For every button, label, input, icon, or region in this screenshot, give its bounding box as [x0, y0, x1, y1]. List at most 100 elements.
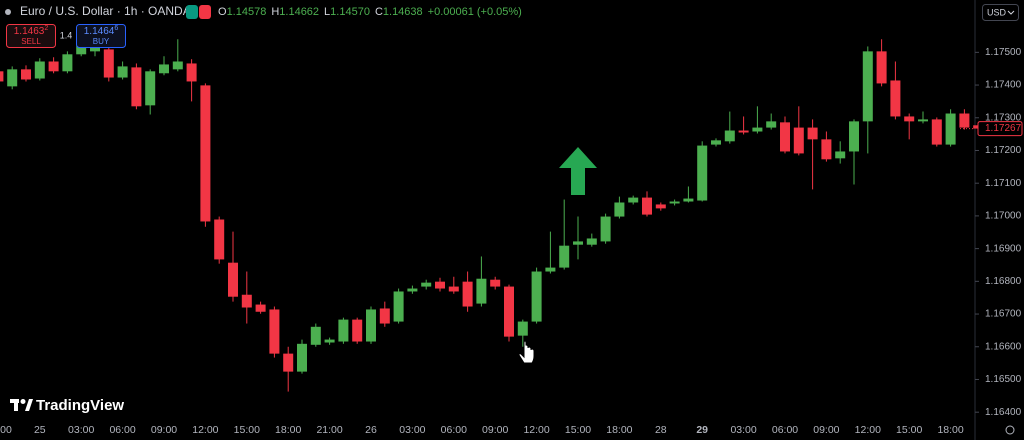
ohlc-change: +0.00061 (+0.05%) — [428, 6, 522, 18]
y-tick-label: 1.16900 — [985, 243, 1022, 254]
candle-body — [890, 80, 901, 117]
x-tick-label: 09:00 — [482, 424, 508, 436]
x-tick-label: 06:00 — [441, 424, 467, 436]
candle-body — [600, 216, 611, 242]
candle-body — [918, 119, 928, 122]
candle-body — [655, 204, 666, 209]
candle-body — [711, 140, 721, 145]
y-tick-label: 1.16400 — [985, 407, 1022, 418]
candle-body — [393, 291, 404, 322]
x-tick-label: 25 — [34, 424, 46, 436]
candle-body — [559, 245, 570, 268]
candle-body — [766, 121, 777, 128]
last-price-label: 1.17267 — [985, 123, 1022, 134]
candle-body — [76, 45, 87, 55]
y-tick-label: 1.17000 — [985, 211, 1022, 222]
candle-body — [586, 238, 597, 245]
candle-body — [255, 304, 266, 312]
candle-body — [931, 119, 942, 145]
candle-body — [531, 271, 542, 322]
candle-body — [214, 219, 225, 260]
sell-label: SELL — [21, 37, 41, 46]
candle-body — [545, 267, 556, 272]
y-tick-label: 1.17400 — [985, 80, 1022, 91]
candle-body — [435, 281, 445, 289]
candle-body — [366, 309, 376, 342]
watermark: TradingView — [36, 397, 124, 414]
currency-caret — [1007, 10, 1015, 15]
y-tick-label: 1.16700 — [985, 309, 1022, 320]
x-tick-label: 18:00 — [606, 424, 632, 436]
ohlc-value: 1.14638 — [383, 6, 423, 18]
x-tick-label: 03:00 — [730, 424, 756, 436]
x-tick-label: 12:00 — [855, 424, 881, 436]
currency-label: USD — [987, 7, 1007, 17]
x-tick-label: 09:00 — [813, 424, 839, 436]
spread: 1.4 — [60, 30, 73, 40]
candle-body — [821, 139, 832, 160]
x-tick-label: 21:00 — [316, 424, 342, 436]
candle-body — [862, 51, 873, 122]
x-tick-label: 18:00 — [937, 424, 963, 436]
candle-body — [352, 319, 363, 342]
sell-price-pip: 2 — [44, 25, 48, 32]
candle-body — [34, 61, 45, 79]
candle-body — [103, 49, 114, 78]
candle-body — [945, 113, 956, 145]
candle-body — [697, 145, 708, 201]
buy-label: BUY — [93, 37, 110, 46]
candle-body — [7, 69, 18, 87]
x-tick-label: 28 — [655, 424, 667, 436]
candle-body — [172, 61, 183, 70]
x-tick-label: 09:00 — [151, 424, 177, 436]
candle-body — [642, 197, 652, 215]
candle-body — [283, 353, 294, 372]
candle-body — [0, 71, 4, 82]
candle-body — [959, 113, 970, 128]
candle-body — [228, 262, 238, 297]
buy-button[interactable] — [76, 24, 126, 48]
candle-body — [379, 308, 390, 324]
sell-button[interactable] — [6, 24, 56, 48]
candle-body — [310, 326, 321, 345]
candle-body — [48, 61, 59, 72]
x-tick-label: 18:00 — [275, 424, 301, 436]
x-tick-label: 06:00 — [109, 424, 135, 436]
x-tick-label: 15:00 — [565, 424, 591, 436]
candle-body — [835, 151, 846, 159]
candles — [0, 39, 984, 392]
candle-body — [297, 343, 307, 372]
candle-body — [200, 85, 211, 222]
candle-body — [117, 66, 128, 78]
candle-body — [490, 279, 501, 287]
ohlc-legend: O1.14578 H1.14662 L1.14570 C1.14638 +0.00061… — [218, 6, 522, 18]
buy-price-pip: 6 — [114, 25, 118, 32]
x-tick-label: 29 — [696, 424, 708, 436]
sell-price-main: 1.1463 — [14, 26, 45, 37]
buy-price-main: 1.1464 — [84, 26, 115, 37]
header-dot — [5, 9, 11, 15]
candle-body — [614, 202, 625, 217]
ohlc-value: 1.14578 — [227, 6, 267, 18]
x-tick-label: 06:00 — [772, 424, 798, 436]
candle-body — [904, 116, 915, 122]
logo — [10, 399, 33, 411]
candle-body — [504, 286, 514, 337]
x-tick-label: 12:00 — [192, 424, 218, 436]
settings-icon[interactable] — [1005, 425, 1015, 435]
data-status — [199, 5, 211, 19]
up-arrow — [559, 147, 597, 195]
y-tick-label: 1.17200 — [985, 145, 1022, 156]
candle-body — [628, 197, 639, 203]
currency-select[interactable] — [982, 4, 1019, 21]
candle-body — [752, 127, 763, 132]
y-tick-label: 1.16800 — [985, 276, 1022, 287]
x-tick-label: 15:00 — [896, 424, 922, 436]
x-tick-label: 15:00 — [234, 424, 260, 436]
y-tick-label: 1.17300 — [985, 112, 1022, 123]
price-axis-bg — [975, 0, 1024, 440]
candle-body — [669, 201, 680, 204]
candle-body — [849, 121, 859, 152]
y-tick-label: 1.17100 — [985, 178, 1022, 189]
ohlc-value: 1.14662 — [279, 6, 319, 18]
